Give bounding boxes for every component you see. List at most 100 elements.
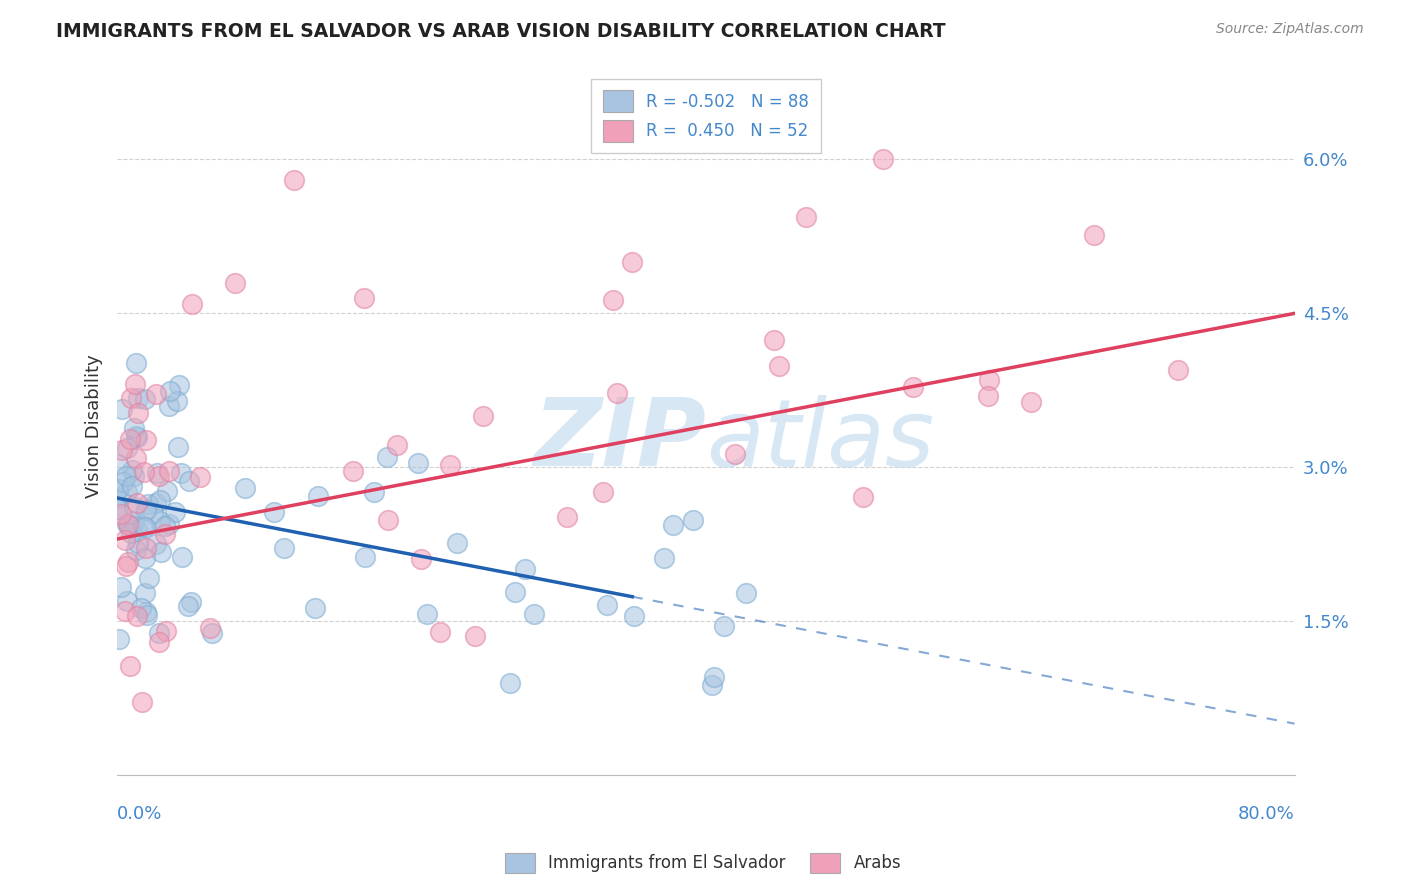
Point <box>115 469 138 483</box>
Point <box>796 210 818 224</box>
Point <box>115 558 138 573</box>
Point <box>375 450 398 465</box>
Point <box>111 402 134 417</box>
Text: 80.0%: 80.0% <box>1237 805 1295 823</box>
Point <box>377 513 399 527</box>
Point <box>135 433 157 447</box>
Point <box>768 359 790 373</box>
Point <box>157 517 180 532</box>
Point <box>124 469 146 483</box>
Point <box>131 696 153 710</box>
Point <box>167 378 190 392</box>
Text: IMMIGRANTS FROM EL SALVADOR VS ARAB VISION DISABILITY CORRELATION CHART: IMMIGRANTS FROM EL SALVADOR VS ARAB VISI… <box>56 22 946 41</box>
Point <box>107 457 129 471</box>
Point <box>127 391 149 405</box>
Point <box>200 621 222 635</box>
Point <box>233 481 256 495</box>
Point <box>111 442 134 457</box>
Point <box>159 384 181 398</box>
Point <box>149 514 172 528</box>
Point <box>118 519 141 533</box>
Point <box>108 632 131 647</box>
Point <box>411 552 433 566</box>
Point <box>724 446 747 460</box>
Point <box>110 580 132 594</box>
Point <box>115 485 138 500</box>
Point <box>416 607 439 622</box>
Point <box>872 153 894 167</box>
Point <box>342 465 364 479</box>
Text: Source: ZipAtlas.com: Source: ZipAtlas.com <box>1216 22 1364 37</box>
Point <box>149 545 172 559</box>
Point <box>145 496 167 510</box>
Point <box>513 562 536 576</box>
Point <box>172 549 194 564</box>
Point <box>901 380 924 394</box>
Point <box>1083 227 1105 242</box>
Point <box>127 536 149 550</box>
Point <box>114 533 136 548</box>
Point <box>125 356 148 370</box>
Point <box>623 608 645 623</box>
Text: ZIP: ZIP <box>533 394 706 486</box>
Point <box>977 389 1000 403</box>
Point <box>224 276 246 290</box>
Point <box>353 291 375 305</box>
Point <box>439 458 461 472</box>
Point <box>124 376 146 391</box>
Point <box>700 678 723 692</box>
Point <box>852 490 875 504</box>
Point <box>120 659 142 673</box>
Point <box>283 173 305 187</box>
Point <box>979 373 1001 387</box>
Point <box>304 601 326 615</box>
Point <box>602 293 624 308</box>
Point <box>190 469 212 483</box>
Point <box>503 584 526 599</box>
Point <box>763 333 786 347</box>
Point <box>406 457 429 471</box>
Point <box>115 441 138 455</box>
Point <box>142 506 165 520</box>
Point <box>118 432 141 446</box>
Point <box>446 535 468 549</box>
Point <box>148 469 170 483</box>
Point <box>156 483 179 498</box>
Point <box>464 629 486 643</box>
Point <box>1167 363 1189 377</box>
Point <box>499 675 522 690</box>
Point <box>682 513 704 527</box>
Point <box>117 555 139 569</box>
Point <box>115 516 138 531</box>
Point <box>107 501 129 516</box>
Point <box>472 409 495 423</box>
Point <box>153 527 176 541</box>
Point <box>702 670 724 684</box>
Point <box>145 537 167 551</box>
Point <box>146 466 169 480</box>
Point <box>125 430 148 444</box>
Point <box>429 625 451 640</box>
Point <box>155 624 177 638</box>
Point <box>263 506 285 520</box>
Point <box>652 550 675 565</box>
Point <box>125 543 148 558</box>
Point <box>713 619 735 633</box>
Point <box>201 626 224 640</box>
Point <box>596 598 619 612</box>
Legend: Immigrants from El Salvador, Arabs: Immigrants from El Salvador, Arabs <box>498 847 908 880</box>
Point <box>135 605 157 619</box>
Point <box>735 586 758 600</box>
Point <box>121 479 143 493</box>
Point <box>120 525 142 540</box>
Text: atlas: atlas <box>706 394 934 485</box>
Point <box>363 485 385 500</box>
Y-axis label: Vision Disability: Vision Disability <box>86 354 103 498</box>
Point <box>110 507 132 521</box>
Point <box>148 626 170 640</box>
Point <box>129 600 152 615</box>
Point <box>606 385 628 400</box>
Point <box>166 393 188 408</box>
Point <box>157 464 180 478</box>
Point <box>135 541 157 556</box>
